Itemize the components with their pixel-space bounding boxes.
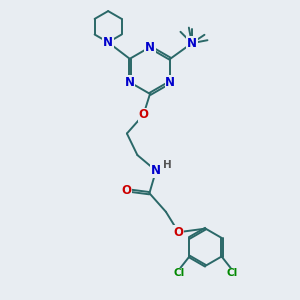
Text: Cl: Cl <box>226 268 238 278</box>
Text: N: N <box>187 37 197 50</box>
Text: N: N <box>145 40 155 54</box>
Text: N: N <box>165 76 175 89</box>
Text: N: N <box>151 164 161 177</box>
Text: O: O <box>138 108 148 122</box>
Text: Cl: Cl <box>173 268 184 278</box>
Text: N: N <box>103 36 113 49</box>
Text: O: O <box>173 226 184 239</box>
Text: O: O <box>121 184 131 197</box>
Text: H: H <box>164 160 172 170</box>
Text: N: N <box>125 76 135 89</box>
